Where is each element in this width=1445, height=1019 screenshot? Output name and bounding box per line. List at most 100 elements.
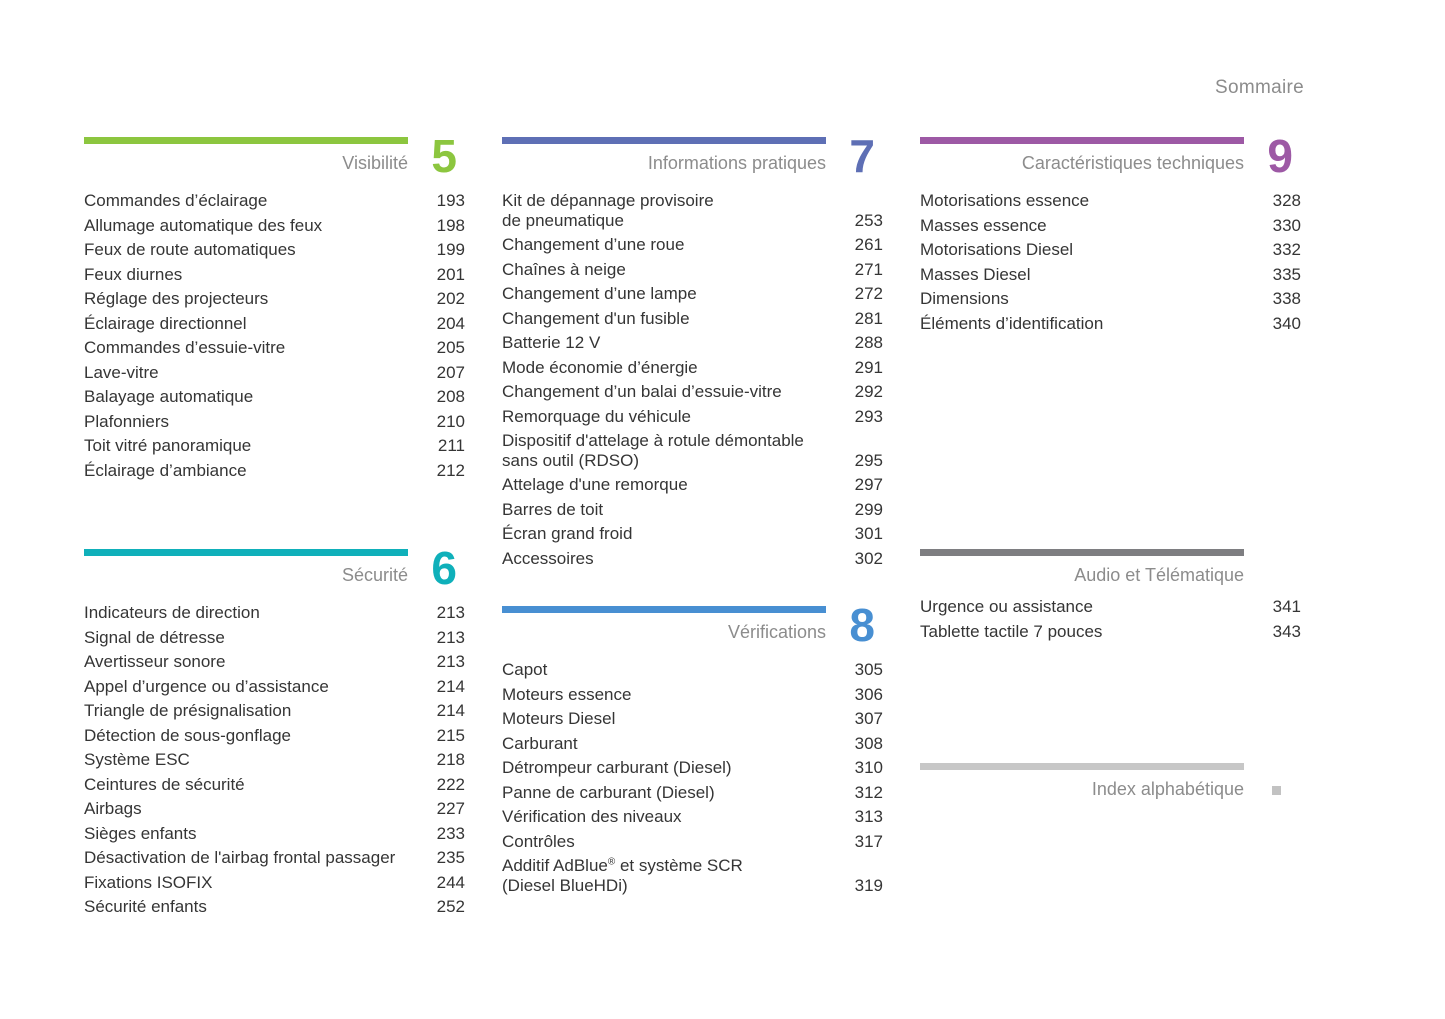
- section-color-bar: [920, 763, 1244, 770]
- section-entries: Urgence ou assistance 341 Tablette tactile…: [920, 597, 1301, 646]
- toc-entry-label: Détrompeur carburant (Diesel): [502, 758, 732, 777]
- toc-entry-label: Allumage automatique des feux: [84, 215, 323, 235]
- section-number: 9: [1267, 130, 1293, 182]
- toc-entry-page: 328: [1272, 191, 1301, 210]
- toc-entry-label: Changement d’une roue: [502, 235, 685, 254]
- toc-entry: Écran grand froid 301: [502, 524, 883, 549]
- toc-entry-label: Appel d’urgence ou d’assistance: [84, 676, 329, 696]
- toc-entry-label: Désactivation de l'airbag frontal passag…: [84, 848, 396, 867]
- toc-entry: Masses essence 330: [920, 216, 1301, 241]
- toc-entry: Réglage des projecteurs 202: [84, 289, 465, 314]
- toc-entry: Feux diurnes 201: [84, 265, 465, 290]
- toc-entry-page: 307: [854, 709, 883, 728]
- section-title: Vérifications: [727, 622, 826, 642]
- toc-entry-label: Commandes d’éclairage: [84, 191, 268, 210]
- toc-entry: Sièges enfants 233: [84, 824, 465, 849]
- toc-entry-label: Moteurs Diesel: [502, 709, 616, 728]
- toc-entry-label: Toit vitré panoramique: [84, 436, 252, 455]
- toc-entry: Mode économie d’énergie 291: [502, 358, 883, 383]
- section-color-bar: [84, 549, 408, 556]
- toc-entry-page: 218: [436, 750, 465, 769]
- toc-entry-label: Écran grand froid: [502, 524, 633, 543]
- toc-entry-page: 213: [436, 652, 465, 671]
- toc-entry-page: 292: [854, 382, 883, 401]
- toc-entry: Urgence ou assistance 341: [920, 597, 1301, 622]
- toc-entry-label: Carburant: [502, 733, 578, 753]
- toc-entry-page: 301: [854, 524, 883, 543]
- toc-entry: Signal de détresse 213: [84, 628, 465, 653]
- toc-entry-page: 214: [436, 701, 465, 720]
- toc-entry: Tablette tactile 7 pouces 343: [920, 622, 1301, 647]
- toc-entry-page: 215: [436, 725, 465, 745]
- toc-entry: Triangle de présignalisation 214: [84, 701, 465, 726]
- toc-entry-page: 299: [854, 499, 883, 519]
- toc-entry: Motorisations essence 328: [920, 191, 1301, 216]
- toc-entry-label: Moteurs essence: [502, 684, 632, 704]
- toc-entry-page: 330: [1272, 215, 1301, 235]
- toc-entry-page: 272: [854, 284, 883, 303]
- toc-entry-label: Barres de toit: [502, 499, 604, 519]
- section-number: 5: [431, 130, 457, 182]
- toc-entry-page: 288: [854, 333, 883, 352]
- toc-section-verifications: Vérifications 8 Capot 305 Moteurs essence 3…: [502, 602, 883, 900]
- toc-entry: Carburant 308: [502, 734, 883, 759]
- toc-entry-page: 317: [854, 831, 883, 851]
- toc-entry: Barres de toit 299: [502, 500, 883, 525]
- toc-entry-page: 244: [436, 872, 465, 892]
- toc-entry-label: Kit de dépannage provisoire de pneumatiq…: [502, 191, 714, 230]
- toc-entry-page: 295: [854, 450, 883, 470]
- toc-entry: Contrôles 317: [502, 832, 883, 857]
- toc-entry: Allumage automatique des feux 198: [84, 216, 465, 241]
- toc-entry: Sécurité enfants 252: [84, 897, 465, 922]
- toc-entry: Feux de route automatiques 199: [84, 240, 465, 265]
- toc-entry-label: Détection de sous-gonflage: [84, 725, 291, 745]
- toc-entry-page: 312: [854, 782, 883, 802]
- toc-entry-label: Batterie 12 V: [502, 333, 601, 352]
- section-title: Index alphabétique: [1091, 779, 1244, 799]
- toc-entry-label: Attelage d'une remorque: [502, 475, 688, 494]
- toc-entry-page: 222: [436, 774, 465, 794]
- section-color-bar: [84, 137, 408, 144]
- toc-entry: Dimensions 338: [920, 289, 1301, 314]
- section-color-bar: [920, 549, 1244, 556]
- toc-entry-page: 293: [854, 406, 883, 426]
- section-title: Sécurité: [341, 565, 408, 585]
- toc-entry-page: 227: [436, 799, 465, 818]
- toc-entry-label: Urgence ou assistance: [920, 597, 1093, 616]
- toc-entry: Airbags 227: [84, 799, 465, 824]
- toc-entry-page: 281: [854, 308, 883, 328]
- section-number: 7: [849, 130, 875, 182]
- toc-entry-page: 302: [854, 548, 883, 568]
- toc-entry-page: 212: [436, 460, 465, 480]
- toc-entry: Désactivation de l'airbag frontal passag…: [84, 848, 465, 873]
- toc-entry-label: Panne de carburant (Diesel): [502, 782, 715, 802]
- section-entries: Motorisations essence 328 Masses essence 33…: [920, 191, 1301, 338]
- toc-entry-page: 319: [854, 875, 883, 895]
- toc-entry: Changement d’une lampe 272: [502, 284, 883, 309]
- toc-section-index-alphabetique: Index alphabétique: [920, 763, 1301, 799]
- toc-entry: Dispositif d'attelage à rotule démontabl…: [502, 431, 883, 475]
- toc-entry-label: Éléments d’identification: [920, 313, 1104, 333]
- toc-entry: Panne de carburant (Diesel) 312: [502, 783, 883, 808]
- toc-entry-label: Réglage des projecteurs: [84, 289, 269, 308]
- toc-entry: Commandes d’éclairage 193: [84, 191, 465, 216]
- toc-entry-label: Motorisations essence: [920, 191, 1090, 210]
- toc-entry-page: 261: [854, 235, 883, 254]
- toc-entry-page: 235: [436, 848, 465, 867]
- section-entries: Capot 305 Moteurs essence 306 Moteurs Diesel…: [502, 660, 883, 900]
- toc-entry: Changement d’une roue 261: [502, 235, 883, 260]
- toc-entry-label: Vérification des niveaux: [502, 807, 682, 826]
- toc-entry-label: Lave-vitre: [84, 362, 159, 382]
- toc-entry-label: Additif AdBlue® et système SCR (Diesel B…: [502, 856, 743, 895]
- toc-entry: Appel d’urgence ou d’assistance 214: [84, 677, 465, 702]
- toc-entry-label: Tablette tactile 7 pouces: [920, 621, 1103, 641]
- toc-entry-label: Sécurité enfants: [84, 897, 207, 916]
- toc-entry: Ceintures de sécurité 222: [84, 775, 465, 800]
- section-color-bar: [920, 137, 1244, 144]
- toc-entry-label: Capot: [502, 660, 548, 679]
- toc-entry-label: Avertisseur sonore: [84, 652, 226, 671]
- toc-section-visibilite: Visibilité 5 Commandes d’éclairage 193 All…: [84, 133, 465, 485]
- toc-entry-label: Système ESC: [84, 750, 190, 769]
- toc-entry: Lave-vitre 207: [84, 363, 465, 388]
